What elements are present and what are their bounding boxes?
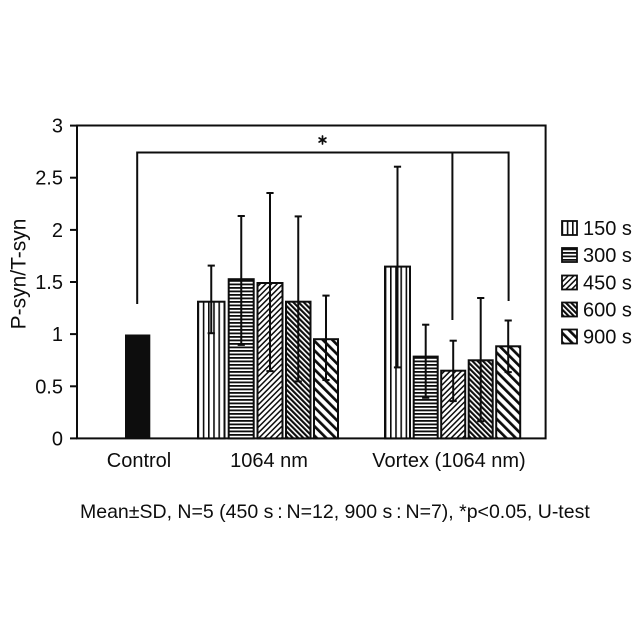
svg-text:Vortex (1064 nm): Vortex (1064 nm) [372, 450, 525, 472]
svg-text:2: 2 [52, 220, 63, 242]
svg-text:300 s: 300 s [583, 245, 632, 267]
svg-text:450 s: 450 s [583, 273, 632, 295]
svg-text:0.5: 0.5 [35, 376, 63, 398]
svg-text:900 s: 900 s [583, 327, 632, 349]
svg-text:3: 3 [52, 116, 63, 138]
svg-text:P-syn/T-syn: P-syn/T-syn [8, 219, 31, 330]
svg-text:1.5: 1.5 [35, 272, 63, 294]
svg-text:0: 0 [52, 428, 63, 450]
svg-text:2.5: 2.5 [35, 168, 63, 190]
svg-text:150 s: 150 s [583, 218, 632, 240]
svg-text:1064 nm: 1064 nm [230, 450, 308, 472]
svg-text:Control: Control [107, 450, 171, 472]
svg-text:Mean±SD, N=5 (450 s : N=12, 90: Mean±SD, N=5 (450 s : N=12, 900 s : N=7)… [80, 501, 590, 523]
svg-text:600 s: 600 s [583, 300, 632, 322]
svg-text:1: 1 [52, 324, 63, 346]
